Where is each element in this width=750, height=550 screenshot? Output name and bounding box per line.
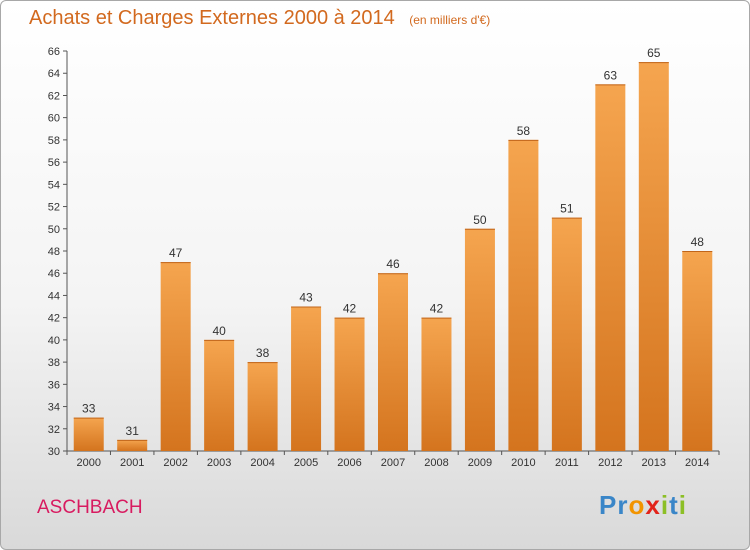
chart-title: Achats et Charges Externes 2000 à 2014: [29, 7, 395, 29]
bar: [291, 306, 322, 451]
bar-value-label: 65: [647, 46, 661, 60]
y-tick-label: 40: [48, 335, 60, 347]
bar-value-label: 51: [560, 202, 574, 216]
bar: [73, 417, 104, 451]
bar-value-label: 46: [386, 257, 400, 271]
bar-value-label: 33: [82, 402, 96, 416]
logo-letter: o: [628, 490, 646, 520]
location-name: ASCHBACH: [37, 497, 143, 518]
bar-value-label: 63: [604, 68, 618, 82]
x-tick-label: 2011: [555, 457, 579, 469]
bar-value-label: 31: [126, 424, 140, 438]
bar-value-label: 42: [430, 302, 444, 316]
y-tick-label: 62: [48, 90, 60, 102]
x-tick-label: 2005: [294, 457, 318, 469]
bar: [508, 139, 539, 451]
bar: [421, 317, 452, 451]
x-tick-label: 2007: [381, 457, 405, 469]
logo-letter: r: [617, 490, 629, 520]
y-tick-label: 48: [48, 246, 60, 258]
bar: [334, 317, 365, 451]
bar-value-label: 40: [212, 324, 226, 338]
bar: [204, 339, 235, 451]
bar: [638, 62, 669, 451]
x-tick-label: 2004: [250, 457, 274, 469]
x-tick-label: 2008: [424, 457, 448, 469]
x-axis: 2000 2001 2002 2003 2004 2005 2006 2007 2008 2009…: [66, 450, 720, 469]
y-tick-label: 36: [48, 379, 60, 391]
x-tick-label: 2002: [163, 457, 187, 469]
bar: [378, 273, 408, 451]
y-tick-label: 60: [48, 113, 60, 125]
logo-letter: x: [645, 490, 661, 520]
proxiti-logo: Proxiti: [599, 490, 687, 521]
logo-letter: t: [669, 490, 679, 520]
y-tick-label: 58: [48, 135, 60, 147]
x-tick-label: 2010: [511, 457, 535, 469]
bar-value-label: 50: [473, 213, 487, 227]
x-tick-label: 2014: [685, 457, 709, 469]
y-tick-label: 66: [48, 46, 60, 58]
y-tick-label: 46: [48, 268, 60, 280]
x-tick-label: 2000: [76, 457, 100, 469]
y-tick-label: 56: [48, 157, 60, 169]
bar-value-label: 48: [691, 235, 705, 249]
x-tick-label: 2012: [598, 457, 622, 469]
logo-letter: P: [599, 490, 618, 520]
bar-value-label: 43: [299, 291, 313, 305]
x-tick-label: 2009: [468, 457, 492, 469]
y-axis: 30 32 34 36 38 40 42 44 46 48 50 52 54 56 58 60 62 64 66: [48, 46, 68, 458]
bar: [551, 217, 582, 451]
y-tick-label: 30: [48, 446, 60, 458]
x-tick-label: 2013: [642, 457, 666, 469]
bar: [247, 362, 278, 451]
y-tick-label: 52: [48, 202, 60, 214]
bar: [682, 251, 713, 451]
y-tick-label: 50: [48, 224, 60, 236]
chart-subtitle: (en milliers d'€): [409, 13, 491, 27]
y-tick-label: 42: [48, 313, 60, 325]
y-tick-label: 32: [48, 424, 60, 436]
y-tick-label: 44: [48, 290, 60, 302]
y-tick-label: 54: [48, 179, 60, 191]
bar: [595, 84, 626, 451]
x-tick-label: 2001: [120, 457, 144, 469]
x-tick-label: 2003: [207, 457, 231, 469]
y-tick-label: 38: [48, 357, 60, 369]
title-row: Achats et Charges Externes 2000 à 2014 (…: [29, 7, 490, 30]
bar-value-label: 58: [517, 124, 531, 138]
bar: [160, 262, 191, 451]
bar-value-label: 47: [169, 246, 183, 260]
logo-letter: i: [678, 490, 687, 520]
logo-letter: i: [660, 490, 670, 520]
bars: 33 31 47 40 38 43 42 46 42 50 58 51 63 65 48: [73, 46, 713, 451]
y-tick-label: 64: [48, 68, 60, 80]
bar: [117, 439, 148, 451]
bar-value-label: 42: [343, 302, 357, 316]
y-tick-label: 34: [48, 402, 60, 414]
bar: [464, 228, 495, 451]
x-tick-label: 2006: [337, 457, 361, 469]
bar-value-label: 38: [256, 346, 270, 360]
